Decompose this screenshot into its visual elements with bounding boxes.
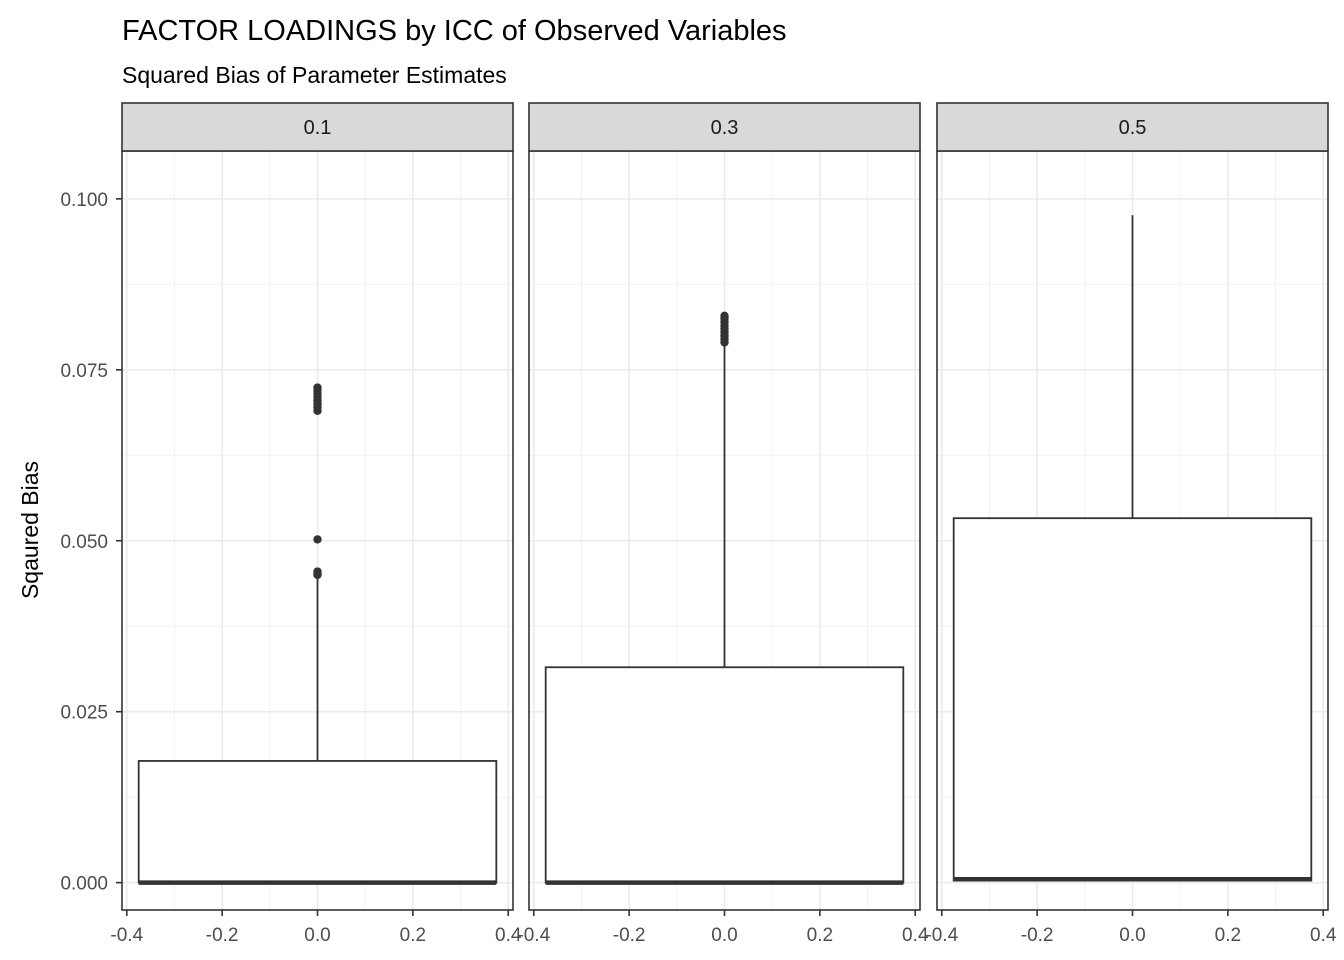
facet-panel-0.5: 0.5 -0.4 -0.2 0.0 0.2 0.4 bbox=[925, 102, 1337, 946]
facet-strip bbox=[528, 102, 921, 152]
x-tick-label: -0.4 bbox=[517, 925, 550, 946]
box bbox=[137, 760, 498, 884]
outlier-point bbox=[720, 311, 729, 320]
chart-subtitle: Squared Bias of Parameter Estimates bbox=[122, 62, 507, 88]
x-tick-label: 0.2 bbox=[400, 925, 426, 946]
x-tick-label: -0.4 bbox=[110, 925, 143, 946]
y-tick-label: 0.050 bbox=[60, 532, 108, 553]
facet-panel-0.1: 0.1 -0.4 -0.2 0.0 0.2 0.4 bbox=[110, 102, 522, 946]
outlier-point bbox=[313, 383, 322, 392]
x-tick-label: 0.0 bbox=[304, 925, 330, 946]
facet-strip-label: 0.3 bbox=[711, 117, 739, 139]
y-axis: 0.000 0.025 0.050 0.075 0.100 bbox=[60, 190, 122, 895]
box bbox=[544, 666, 905, 884]
y-tick-label: 0.025 bbox=[60, 703, 108, 724]
facet-strip bbox=[936, 102, 1329, 152]
y-tick-label: 0.000 bbox=[60, 874, 108, 895]
x-tick-label: 0.0 bbox=[1119, 925, 1145, 946]
box bbox=[952, 517, 1313, 882]
x-tick-label: 0.4 bbox=[495, 925, 522, 946]
y-axis-title: Sqaured Bias bbox=[17, 461, 43, 599]
x-tick-label: -0.4 bbox=[925, 925, 958, 946]
x-tick-label: 0.4 bbox=[1310, 925, 1337, 946]
facet-strip bbox=[121, 102, 514, 152]
facet-panels: 0.1 -0.4 -0.2 0.0 0.2 0.4 0.3 -0.4 -0.2 0.0 0.2 0.4… bbox=[60, 102, 1337, 946]
facet-panel-0.3: 0.3 -0.4 -0.2 0.0 0.2 0.4 bbox=[517, 102, 929, 946]
facet-strip-label: 0.5 bbox=[1119, 117, 1147, 139]
chart-title: FACTOR LOADINGS by ICC of Observed Varia… bbox=[122, 15, 787, 47]
y-tick-label: 0.075 bbox=[60, 361, 108, 382]
x-tick-label: -0.2 bbox=[1021, 925, 1054, 946]
x-tick-label: -0.2 bbox=[206, 925, 239, 946]
outlier-point bbox=[313, 535, 322, 544]
facet-strip-label: 0.1 bbox=[304, 117, 332, 139]
x-tick-label: 0.2 bbox=[807, 925, 833, 946]
x-tick-label: -0.2 bbox=[613, 925, 646, 946]
x-tick-label: 0.2 bbox=[1215, 925, 1241, 946]
outlier-point bbox=[313, 567, 322, 576]
x-tick-label: 0.0 bbox=[711, 925, 737, 946]
x-tick-label: 0.4 bbox=[902, 925, 929, 946]
y-tick-label: 0.100 bbox=[60, 190, 108, 211]
